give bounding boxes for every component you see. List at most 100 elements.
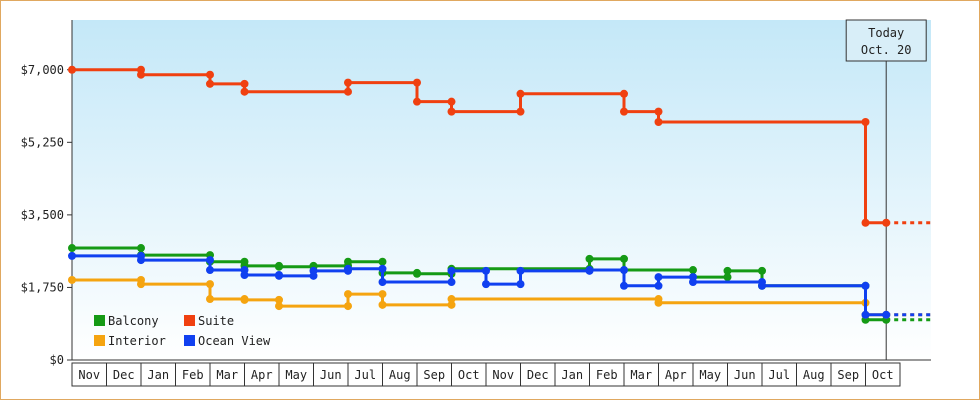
change-dot <box>447 97 456 106</box>
change-dot <box>206 280 214 289</box>
price-dot <box>206 79 214 88</box>
y-tick-label: $1,750 <box>21 280 64 294</box>
legend-label: Interior <box>108 334 166 348</box>
legend-swatch <box>94 335 105 346</box>
price-dot <box>378 300 387 309</box>
x-tick-label: Sep <box>423 368 445 382</box>
x-tick-label: Aug <box>803 368 825 382</box>
price-dot <box>240 295 249 304</box>
price-dot <box>654 298 663 307</box>
price-dot <box>413 269 421 278</box>
x-tick-label: Mar <box>216 368 238 382</box>
y-tick-label: $3,500 <box>21 208 64 222</box>
price-dot <box>516 266 525 275</box>
plot-area <box>72 20 931 360</box>
change-dot <box>482 266 490 275</box>
x-tick-box <box>865 362 901 387</box>
price-dot <box>447 295 456 304</box>
legend-label: Balcony <box>108 314 159 328</box>
price-dot <box>861 218 870 227</box>
x-tick-label: Mar <box>630 368 652 382</box>
change-dot <box>758 266 766 275</box>
price-dot <box>447 266 456 275</box>
y-tick-label: $0 <box>50 353 64 367</box>
x-tick-label: Dec <box>527 368 549 382</box>
price-dot <box>68 65 76 74</box>
change-dot <box>689 266 697 275</box>
today-label: Today <box>868 26 904 40</box>
price-dot <box>344 257 352 266</box>
change-dot <box>620 254 628 263</box>
price-dot <box>206 295 214 304</box>
change-dot <box>654 281 663 290</box>
price-dot <box>240 87 249 96</box>
x-tick-label: Feb <box>182 368 204 382</box>
change-dot <box>516 107 525 116</box>
price-dot <box>447 107 456 116</box>
price-dot <box>620 107 628 116</box>
change-dot <box>620 89 628 98</box>
change-dot <box>137 244 145 253</box>
price-dot <box>378 278 387 287</box>
x-tick-label: Dec <box>113 368 135 382</box>
price-dot <box>240 271 249 279</box>
change-dot <box>620 266 628 275</box>
legend-label: Suite <box>198 314 234 328</box>
price-dot <box>137 70 145 79</box>
change-dot <box>240 79 249 88</box>
change-dot <box>723 273 732 282</box>
change-dot <box>378 257 387 266</box>
price-dot <box>344 290 352 299</box>
change-dot <box>275 295 283 304</box>
y-tick-label: $7,000 <box>21 63 64 77</box>
change-dot <box>447 278 456 287</box>
x-tick-label: Apr <box>251 368 273 382</box>
change-dot <box>413 78 421 87</box>
change-dot <box>344 302 352 311</box>
y-tick-label: $5,250 <box>21 135 64 149</box>
change-dot <box>516 280 525 289</box>
price-dot <box>68 244 76 253</box>
price-dot <box>68 275 76 284</box>
price-dot <box>654 118 663 126</box>
price-dot <box>137 256 145 265</box>
price-dot <box>654 273 663 282</box>
change-dot <box>378 264 387 273</box>
price-dot <box>689 278 697 287</box>
change-dot <box>378 290 387 299</box>
change-dot <box>861 281 870 290</box>
price-dot <box>758 281 766 290</box>
x-tick-label: Jun <box>734 368 756 382</box>
price-dot <box>585 266 594 275</box>
change-dot <box>861 118 870 126</box>
price-dot <box>137 280 145 289</box>
change-dot <box>447 300 456 309</box>
x-tick-label: Oct <box>872 368 894 382</box>
x-tick-label: Sep <box>837 368 859 382</box>
price-dot <box>275 262 283 271</box>
x-tick-label: Jun <box>320 368 342 382</box>
x-tick-label: Jan <box>147 368 169 382</box>
x-tick-label: Jul <box>768 368 790 382</box>
legend-swatch <box>184 335 195 346</box>
price-dot <box>344 78 352 87</box>
x-tick-label: Jul <box>354 368 376 382</box>
price-dot <box>516 89 525 98</box>
change-dot <box>344 87 352 96</box>
price-dot <box>344 264 352 273</box>
x-tick-label: Apr <box>665 368 687 382</box>
price-dot <box>723 266 732 275</box>
legend-swatch <box>184 315 195 326</box>
x-tick-label: Aug <box>389 368 411 382</box>
price-dot <box>275 302 283 311</box>
x-tick-label: Nov <box>78 368 100 382</box>
price-dot <box>861 310 870 319</box>
price-dot <box>585 254 594 263</box>
x-tick-label: Jan <box>561 368 583 382</box>
price-dot <box>206 266 214 275</box>
x-tick-label: Nov <box>492 368 514 382</box>
x-tick-label: May <box>699 368 721 382</box>
x-tick-label: Oct <box>458 368 480 382</box>
today-label: Oct. 20 <box>861 43 912 57</box>
